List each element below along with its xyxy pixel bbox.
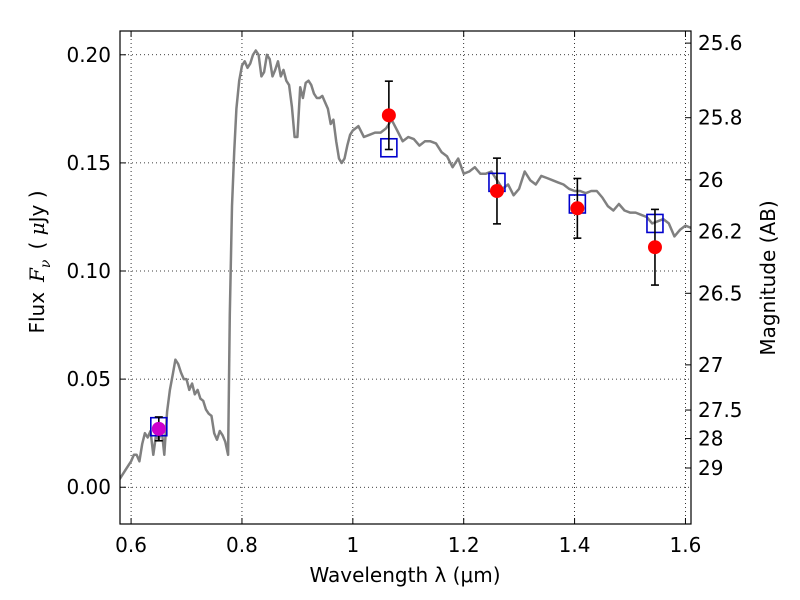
y2-tick-label: 26.5 — [698, 281, 743, 305]
observed-flux-point — [489, 184, 504, 199]
axis-ticks: 0.6 0.8 1 1.2 1.4 1.6 0.00 0.05 0.10 0.15 0.20 25.6… — [66, 31, 743, 557]
x-tick-label: 0.6 — [115, 533, 147, 557]
observed-flux-point — [381, 108, 396, 123]
y2-tick-label: 27 — [698, 353, 723, 377]
y-tick-label: 0.15 — [66, 151, 111, 175]
x-axis-label: Wavelength λ (μm) — [309, 563, 500, 587]
x-tick-label: 0.8 — [226, 533, 258, 557]
observed-flux-point — [151, 421, 166, 436]
y-tick-label: 0.00 — [66, 475, 111, 499]
x-tick-label: 1 — [346, 533, 359, 557]
y-tick-label: 0.20 — [66, 43, 111, 67]
y2-tick-label: 28 — [698, 427, 723, 451]
x-tick-label: 1.6 — [670, 533, 702, 557]
observed-flux-point — [647, 240, 662, 255]
y2-tick-label: 26 — [698, 168, 723, 192]
x-tick-label: 1.2 — [448, 533, 480, 557]
model-spectrum-line — [120, 49, 691, 481]
y2-tick-label: 25.6 — [698, 31, 743, 55]
y2-tick-label: 26.2 — [698, 219, 743, 243]
y-tick-label: 0.10 — [66, 259, 111, 283]
plot-area — [120, 49, 691, 481]
y-axis-label: FluxFν( μJy ) — [25, 190, 54, 333]
x-tick-label: 1.4 — [559, 533, 591, 557]
y2-tick-label: 27.5 — [698, 398, 743, 422]
y2-tick-label: 25.8 — [698, 106, 743, 130]
plot-frame — [119, 30, 692, 525]
observed-flux-point — [570, 201, 585, 216]
y2-axis-label: Magnitude (AB) — [756, 200, 780, 355]
y2-tick-label: 29 — [698, 456, 723, 480]
y-tick-label: 0.05 — [66, 367, 111, 391]
